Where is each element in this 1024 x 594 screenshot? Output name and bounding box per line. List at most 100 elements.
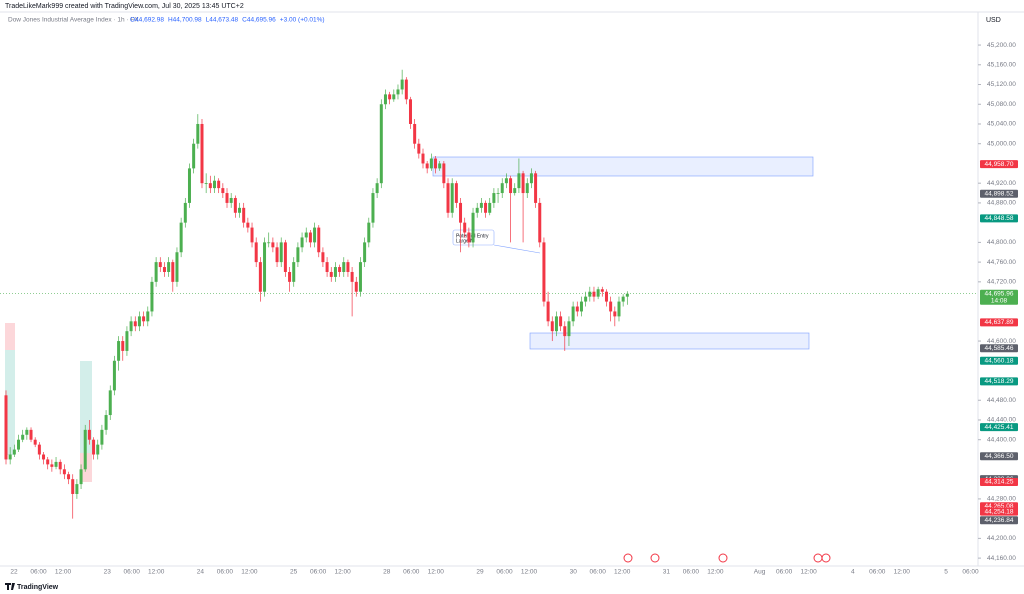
candle-body [108, 390, 112, 416]
candle-body [288, 271, 292, 282]
candle-body [408, 99, 412, 124]
candle-body [62, 469, 66, 475]
candle-body [467, 232, 471, 243]
x-tick-label: 12:00 [241, 569, 258, 576]
candle-body [584, 296, 588, 302]
price-label: 44,898.52 [985, 190, 1014, 197]
candle-body [37, 444, 41, 455]
candle-body [350, 271, 354, 282]
candle-body [517, 173, 521, 189]
candle-body [559, 316, 563, 327]
candle-body [329, 271, 333, 277]
candle-body [75, 484, 79, 494]
candle-body [204, 183, 208, 184]
candle-body [162, 267, 166, 272]
candle-body [4, 395, 8, 460]
y-tick-label: 45,200.00 [987, 42, 1016, 49]
candle-body [509, 178, 513, 194]
candle-body [192, 143, 196, 169]
author-line: TradeLikeMark999 created with TradingVie… [5, 3, 244, 10]
price-label: 44,518.29 [985, 378, 1014, 385]
candle-body [425, 163, 429, 169]
price-label: 44,425.41 [985, 424, 1014, 431]
y-tick-label: 45,080.00 [987, 101, 1016, 108]
candle-body [500, 183, 504, 194]
candle-body [213, 180, 216, 189]
candle-body [317, 227, 321, 253]
candle-body [112, 360, 116, 391]
candle-body [271, 242, 275, 248]
price-label-bg [980, 516, 1018, 525]
candle-body [242, 207, 246, 223]
candle-body [187, 168, 191, 203]
ohlc-value: H44,700.98 [168, 17, 202, 24]
x-tick-label: 12:00 [428, 569, 445, 576]
candle-body [254, 242, 258, 263]
candle-body [133, 321, 137, 327]
y-tick-label: 44,920.00 [987, 180, 1016, 187]
price-label: 44,314.25 [985, 479, 1014, 486]
candle-body [117, 341, 121, 361]
x-tick-label: 12:00 [55, 569, 72, 576]
candle-body [129, 321, 133, 332]
x-tick-label: 25 [290, 569, 298, 576]
candle-body [96, 444, 100, 455]
candle-body [521, 173, 525, 194]
candle-body [121, 341, 125, 351]
candle-body [513, 188, 517, 194]
candle-body [225, 193, 229, 203]
candle-body [434, 158, 438, 169]
candle-body [196, 123, 200, 144]
x-tick-label: 28 [383, 569, 391, 576]
brand-logo [5, 583, 15, 590]
price-label: 44,958.70 [985, 161, 1014, 168]
candle-body [609, 301, 613, 312]
x-tick-label: 31 [663, 569, 671, 576]
currency: USD [986, 17, 1001, 24]
candle-body [354, 281, 358, 292]
price-label-bg [980, 452, 1018, 461]
x-tick-label: 4 [851, 569, 855, 576]
candle-body [296, 247, 300, 263]
x-tick-label: 06:00 [217, 569, 234, 576]
candle-body [579, 301, 583, 312]
candle-body [304, 232, 308, 238]
candle-body [71, 479, 75, 494]
candle-body [58, 461, 62, 470]
current-price-bg [980, 289, 1018, 305]
candle-body [496, 193, 500, 194]
x-tick-label: 06:00 [403, 569, 420, 576]
candle-body [604, 291, 608, 302]
candle-body [321, 252, 325, 263]
position-profit [5, 350, 15, 455]
candle-body [233, 197, 237, 213]
y-tick-label: 44,400.00 [987, 436, 1016, 443]
x-tick-label: 30 [570, 569, 578, 576]
candle-body [171, 262, 175, 282]
price-label: 44,848.58 [985, 215, 1014, 222]
price-label-bg [980, 214, 1018, 223]
candle-body [617, 301, 621, 317]
candle-body [137, 316, 141, 327]
candle-body [183, 202, 187, 223]
candle-body [446, 183, 450, 213]
x-tick-label: 23 [104, 569, 112, 576]
candle-body [450, 183, 454, 213]
x-tick-label: 12:00 [800, 569, 817, 576]
position-loss [5, 323, 15, 350]
price-label: 44,254.18 [985, 508, 1014, 515]
candle-body [83, 429, 87, 470]
candle-body [258, 262, 262, 292]
x-tick-label: 5 [944, 569, 948, 576]
candle-body [325, 262, 329, 272]
candle-body [12, 449, 16, 455]
candle-body [8, 454, 12, 460]
x-tick-label: 12:00 [521, 569, 538, 576]
x-tick-label: 12:00 [707, 569, 724, 576]
candle-body [567, 321, 571, 337]
candle-body [413, 123, 417, 144]
candle-body [21, 434, 25, 440]
candle-body [167, 262, 171, 272]
x-tick-label: 06:00 [869, 569, 886, 576]
change: +3.00 (+0.01%) [280, 17, 325, 24]
